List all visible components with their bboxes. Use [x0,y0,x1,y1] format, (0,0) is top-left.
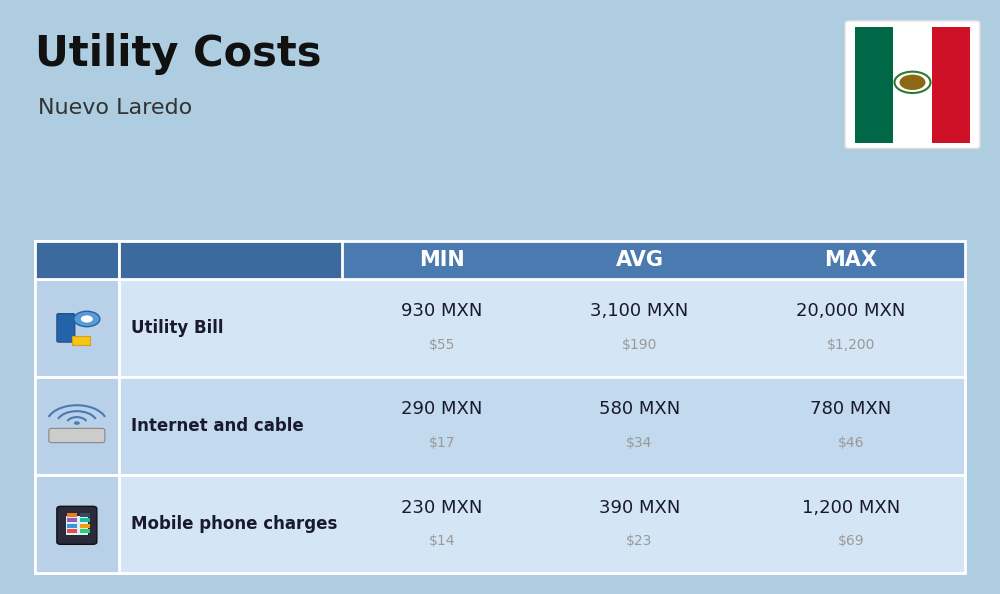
Bar [80,513,90,517]
Text: 390 MXN: 390 MXN [599,498,680,517]
Text: Utility Bill: Utility Bill [131,319,223,337]
Bar [67,518,77,522]
Text: Mobile phone charges: Mobile phone charges [131,515,337,533]
Bar [72,336,90,345]
Bar [35,279,119,377]
Circle shape [900,75,926,90]
Bar [80,529,90,533]
Bar [35,475,119,573]
Bar [119,241,342,279]
Bar [35,241,965,279]
Bar [80,518,90,522]
Text: $69: $69 [838,534,864,548]
Text: 1,200 MXN: 1,200 MXN [802,498,900,517]
Circle shape [81,315,93,323]
FancyBboxPatch shape [57,506,97,544]
Text: 580 MXN: 580 MXN [599,400,680,418]
Text: 20,000 MXN: 20,000 MXN [796,302,906,320]
Text: 3,100 MXN: 3,100 MXN [590,302,689,320]
FancyBboxPatch shape [57,314,75,342]
Circle shape [74,311,100,327]
Bar [67,523,77,527]
Text: 930 MXN: 930 MXN [401,302,483,320]
Text: $17: $17 [429,435,455,450]
Text: $1,200: $1,200 [827,337,875,352]
Text: MIN: MIN [419,249,465,270]
Bar [35,377,119,475]
Text: $190: $190 [622,337,657,352]
Bar [66,516,88,535]
Text: $55: $55 [429,337,455,352]
Text: $23: $23 [626,534,653,548]
Bar [35,241,119,279]
Bar [35,279,965,377]
Bar [35,475,965,573]
Bar [893,27,932,143]
Text: MAX: MAX [825,249,878,270]
Text: 780 MXN: 780 MXN [810,400,892,418]
Text: 230 MXN: 230 MXN [401,498,483,517]
Bar [80,523,90,527]
Text: $46: $46 [838,435,864,450]
FancyBboxPatch shape [49,428,105,443]
Text: Internet and cable: Internet and cable [131,417,303,435]
FancyBboxPatch shape [845,21,980,148]
Bar [67,513,77,517]
Text: AVG: AVG [616,249,664,270]
Bar [932,27,970,143]
Text: Nuevo Laredo: Nuevo Laredo [38,98,192,118]
Text: 290 MXN: 290 MXN [401,400,483,418]
Circle shape [74,421,80,425]
Bar [855,27,893,143]
Bar [67,529,77,533]
Text: Utility Costs: Utility Costs [35,33,322,75]
Bar [35,377,965,475]
Text: $14: $14 [429,534,455,548]
Text: $34: $34 [626,435,653,450]
